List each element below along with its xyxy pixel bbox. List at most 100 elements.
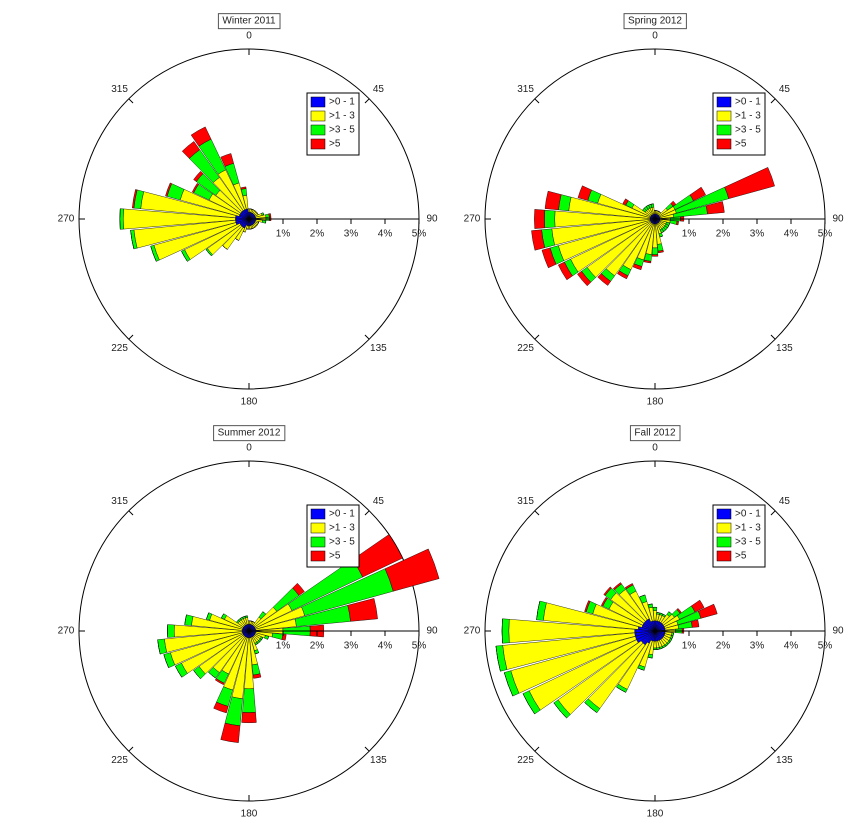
angle-label: 0 bbox=[652, 31, 658, 42]
radial-tick-label: 3% bbox=[344, 641, 359, 652]
angle-label: 45 bbox=[779, 496, 791, 507]
angle-label: 135 bbox=[776, 343, 793, 354]
angle-label: 0 bbox=[246, 443, 252, 454]
angle-label: 45 bbox=[373, 84, 385, 95]
wedge bbox=[242, 688, 256, 713]
angle-label: 90 bbox=[832, 214, 844, 225]
legend-label: >5 bbox=[329, 139, 341, 150]
wedge bbox=[639, 594, 646, 598]
angle-label: 45 bbox=[779, 84, 791, 95]
angle-label: 135 bbox=[776, 755, 793, 766]
legend-swatch bbox=[310, 508, 326, 520]
wedge bbox=[668, 611, 672, 615]
legend-label: >0 - 1 bbox=[329, 509, 355, 520]
angle-label: 315 bbox=[111, 84, 128, 95]
legend-label: >1 - 3 bbox=[329, 111, 355, 122]
wedge bbox=[632, 263, 643, 271]
legend-swatch bbox=[716, 110, 732, 122]
wedge bbox=[659, 235, 663, 238]
legend-swatch bbox=[716, 536, 732, 548]
wedge bbox=[252, 673, 262, 679]
wedge bbox=[661, 231, 664, 234]
title-box bbox=[629, 425, 681, 442]
angle-tick bbox=[128, 334, 134, 340]
wedge bbox=[651, 247, 659, 255]
wedge bbox=[268, 213, 272, 218]
radial-tick-label: 5% bbox=[412, 641, 427, 652]
wedge bbox=[544, 190, 562, 211]
wedge bbox=[241, 712, 257, 723]
angle-tick bbox=[364, 334, 370, 340]
angle-label: 225 bbox=[517, 755, 534, 766]
wedge bbox=[646, 204, 649, 207]
wedge bbox=[271, 633, 284, 640]
title-box bbox=[217, 13, 281, 30]
wedge bbox=[676, 608, 682, 614]
wedge bbox=[541, 247, 557, 269]
legend-swatch bbox=[716, 550, 732, 562]
radial-tick-label: 2% bbox=[310, 641, 325, 652]
legend-swatch bbox=[716, 124, 732, 136]
wedge bbox=[193, 170, 204, 182]
angle-tick bbox=[364, 746, 370, 752]
radial-tick-label: 3% bbox=[750, 641, 765, 652]
wedge bbox=[651, 254, 659, 257]
wedge bbox=[261, 637, 264, 640]
wedge bbox=[292, 582, 305, 596]
angle-tick bbox=[534, 746, 540, 752]
wedge bbox=[669, 220, 678, 225]
wedge bbox=[659, 612, 663, 615]
wedge bbox=[656, 648, 660, 650]
wedge bbox=[670, 200, 677, 207]
radial-tick-label: 3% bbox=[750, 229, 765, 240]
chart-title: Summer 2012 bbox=[218, 428, 281, 439]
radial-tick-label: 2% bbox=[716, 229, 731, 240]
wedge bbox=[616, 686, 626, 693]
wedge bbox=[624, 583, 634, 590]
wedge bbox=[665, 644, 669, 647]
wedge bbox=[544, 209, 556, 229]
wedge bbox=[238, 618, 241, 621]
legend-label: >1 - 3 bbox=[329, 523, 355, 534]
wedge bbox=[240, 186, 247, 190]
radial-tick-label: 1% bbox=[682, 229, 697, 240]
wedge bbox=[698, 603, 718, 619]
title-box bbox=[213, 425, 286, 442]
wedge bbox=[667, 225, 670, 228]
wedge bbox=[653, 647, 657, 650]
legend-swatch bbox=[310, 96, 326, 108]
wedge bbox=[181, 141, 201, 159]
wedge bbox=[648, 603, 653, 605]
legend-label: >3 - 5 bbox=[329, 537, 355, 548]
wedge bbox=[577, 270, 592, 287]
wedge bbox=[167, 624, 175, 638]
wedge bbox=[657, 250, 664, 254]
wedge bbox=[221, 613, 224, 618]
wedge bbox=[659, 647, 663, 650]
legend-label: >0 - 1 bbox=[329, 97, 355, 108]
wedge bbox=[205, 249, 212, 257]
wedge bbox=[557, 261, 573, 281]
wedge bbox=[637, 667, 645, 671]
legend-label: >5 bbox=[735, 551, 747, 562]
wedge bbox=[190, 126, 212, 147]
wedge bbox=[257, 641, 260, 644]
angle-label: 270 bbox=[58, 626, 75, 637]
angle-label: 90 bbox=[426, 214, 438, 225]
legend-swatch bbox=[310, 110, 326, 122]
wedge bbox=[213, 701, 229, 714]
radial-tick-label: 5% bbox=[818, 229, 833, 240]
wedge bbox=[220, 722, 241, 743]
angle-label: 315 bbox=[517, 84, 534, 95]
radial-tick-label: 2% bbox=[310, 229, 325, 240]
angle-tick bbox=[364, 510, 370, 516]
angle-label: 45 bbox=[373, 496, 385, 507]
angle-tick bbox=[770, 334, 776, 340]
chart-title: Winter 2011 bbox=[222, 16, 276, 27]
wedge bbox=[657, 243, 664, 252]
wedge bbox=[643, 259, 652, 264]
wedge bbox=[119, 208, 124, 230]
wedge bbox=[130, 230, 135, 250]
radial-tick-label: 5% bbox=[412, 229, 427, 240]
wedge bbox=[214, 678, 225, 686]
